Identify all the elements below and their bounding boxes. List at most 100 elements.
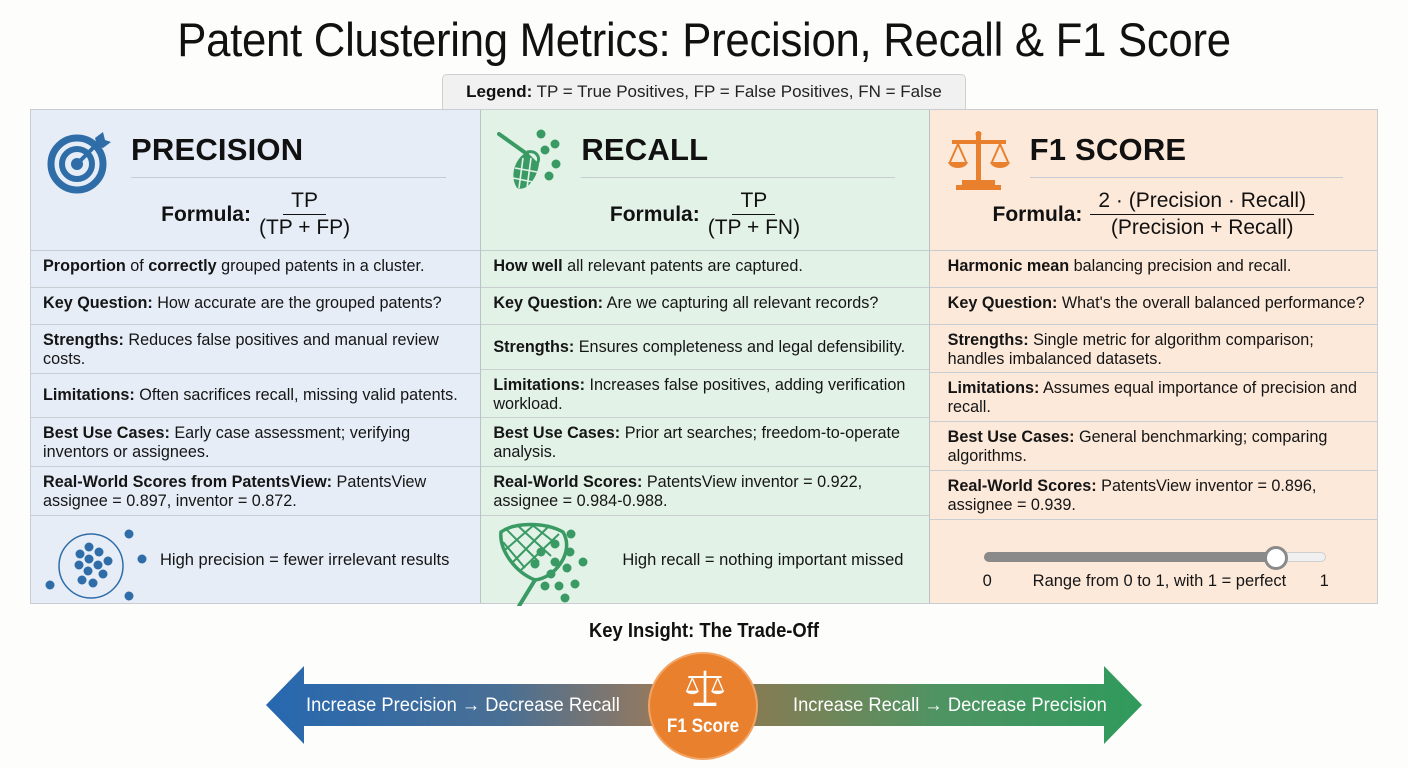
formula-label: Formula: [609, 202, 700, 226]
row-text: Prior art searches; freedom-to-operate a… [493, 424, 901, 461]
precision-header: PRECISION Formula: TP (TP + FP) [31, 110, 481, 251]
slider-fill [983, 552, 1276, 562]
row-label: Real-World Scores: [947, 477, 1097, 495]
definition-text: balancing precision and recall. [1069, 257, 1292, 275]
row-text: PatentsView inventor = 0.922, assignee =… [493, 473, 863, 510]
tradeoff-right-label: Increase Recall → Decrease Precision [793, 694, 1107, 716]
cluster-dots-icon [45, 529, 147, 601]
precision-illustration-area: High precision = fewer irrelevant result… [31, 516, 480, 603]
page-title: Patent Clustering Metrics: Precision, Re… [177, 13, 1231, 66]
row-text: Increases false positives, adding verifi… [493, 376, 906, 413]
row-text: PatentsView assignee = 0.897, inventor =… [43, 473, 427, 510]
precision-formula: Formula: TP (TP + FP) [31, 188, 480, 241]
row-label: Strengths: [493, 338, 575, 356]
strengths-row: Strengths: Reduces false positives and m… [31, 325, 481, 374]
scores-row: Real-World Scores from PatentsView: Pate… [31, 467, 481, 516]
divider [131, 177, 447, 178]
target-icon [47, 132, 111, 194]
precision-column: PRECISION Formula: TP (TP + FP) Proporti… [31, 110, 481, 603]
row-text: General benchmarking; comparing algorith… [947, 428, 1328, 465]
key-question-row: Key Question: Are we capturing all relev… [481, 288, 929, 325]
double-arrow-icon [266, 666, 1142, 744]
recall-header: RECALL Formula: TP (TP + FN) [481, 110, 929, 251]
row-text: PatentsView inventor = 0.896, assignee =… [947, 477, 1317, 514]
recall-title: RECALL [581, 132, 709, 167]
formula-fraction: TP (TP + FN) [708, 188, 800, 241]
row-label: Limitations: [493, 376, 586, 394]
metrics-table: PRECISION Formula: TP (TP + FP) Proporti… [30, 109, 1378, 606]
definition-bold: How well [493, 257, 563, 275]
formula-denominator: (TP + FN) [707, 216, 801, 239]
row-label: Real-World Scores: [493, 473, 643, 491]
formula-denominator: (TP + FP) [258, 216, 351, 239]
row-label: Strengths: [43, 331, 124, 349]
range-max-label: 1 [1319, 572, 1329, 590]
definition-bold: correctly [148, 257, 217, 275]
tradeoff-arrow: Increase Precision → Decrease Recall Inc… [266, 652, 1142, 760]
recall-illustration-area: High recall = nothing important missed [481, 516, 928, 606]
use-cases-row: Best Use Cases: Early case assessment; v… [31, 418, 481, 467]
tradeoff-left-label: Increase Precision → Decrease Recall [306, 694, 620, 716]
row-label: Best Use Cases: [493, 424, 621, 442]
row-label: Strengths: [947, 331, 1029, 349]
scores-row: Real-World Scores: PatentsView inventor … [481, 467, 929, 516]
row-text: Early case assessment; verifying invento… [43, 424, 411, 461]
strengths-row: Strengths: Ensures completeness and lega… [481, 325, 929, 370]
legend-label: Legend: [466, 82, 533, 101]
strengths-row: Strengths: Single metric for algorithm c… [929, 325, 1377, 373]
formula-fraction: 2 · (Precision · Recall) (Precision + Re… [1090, 188, 1315, 241]
row-label: Key Question: [43, 294, 153, 312]
formula-numerator: TP [732, 188, 776, 215]
f1-column: F1 SCORE Formula: 2 · (Precision · Recal… [928, 110, 1377, 603]
formula-numerator: 2 · (Precision · Recall) [1090, 188, 1315, 215]
f1-formula: Formula: 2 · (Precision · Recall) (Preci… [930, 188, 1377, 241]
recall-column: RECALL Formula: TP (TP + FN) How well al… [480, 110, 929, 606]
formula-fraction: TP (TP + FP) [259, 188, 350, 241]
formula-denominator: (Precision + Recall) [1110, 216, 1294, 239]
definition-row: How well all relevant patents are captur… [481, 251, 929, 288]
key-question-row: Key Question: What's the overall balance… [929, 288, 1377, 325]
definition-text: grouped patents in a cluster. [216, 257, 425, 275]
row-label: Limitations: [43, 386, 135, 404]
limitations-row: Limitations: Increases false positives, … [481, 370, 929, 418]
range-min-label: 0 [982, 572, 992, 590]
scores-row: Real-World Scores: PatentsView inventor … [929, 471, 1377, 520]
key-question-row: Key Question: How accurate are the group… [31, 288, 481, 325]
f1-title: F1 SCORE [1029, 132, 1187, 167]
divider [1029, 177, 1343, 178]
formula-label: Formula: [992, 202, 1083, 226]
definition-bold: Harmonic mean [947, 257, 1070, 275]
definition-text: of [125, 257, 149, 275]
f1-score-badge: F1 Score [648, 652, 758, 760]
row-text: Single metric for algorithm comparison; … [947, 331, 1314, 368]
recall-caption: High recall = nothing important missed [622, 551, 904, 569]
use-cases-row: Best Use Cases: Prior art searches; free… [481, 418, 929, 467]
recall-formula: Formula: TP (TP + FN) [481, 188, 928, 241]
scale-icon [685, 670, 725, 706]
row-label: Best Use Cases: [43, 424, 170, 442]
use-cases-row: Best Use Cases: General benchmarking; co… [929, 422, 1377, 471]
f1-range-area: 0 Range from 0 to 1, with 1 = perfect 1 [930, 520, 1377, 603]
f1-badge-label: F1 Score [666, 716, 740, 737]
row-label: Real-World Scores from PatentsView: [43, 473, 333, 491]
range-slider [983, 546, 1326, 570]
range-caption: Range from 0 to 1, with 1 = perfect [1032, 572, 1287, 590]
row-label: Best Use Cases: [947, 428, 1075, 446]
slider-thumb [1263, 546, 1288, 570]
row-text: Often sacrifices recall, missing valid p… [134, 386, 458, 404]
scale-icon [947, 131, 1010, 190]
precision-caption: High precision = fewer irrelevant result… [160, 551, 450, 569]
definition-text: all relevant patents are captured. [562, 257, 803, 275]
divider [581, 177, 895, 178]
row-text: Are we capturing all relevant records? [603, 294, 879, 312]
precision-title: PRECISION [131, 132, 304, 167]
row-text: Reduces false positives and manual revie… [43, 331, 439, 368]
definition-row: Proportion of correctly grouped patents … [31, 251, 481, 288]
insight-title: Key Insight: The Trade-Off [588, 620, 820, 642]
f1-header: F1 SCORE Formula: 2 · (Precision · Recal… [929, 110, 1377, 251]
definition-bold: Proportion [43, 257, 126, 275]
row-label: Key Question: [493, 294, 604, 312]
row-text: What's the overall balanced performance? [1057, 294, 1365, 312]
net-icon [497, 129, 561, 189]
legend-box: Legend: TP = True Positives, FP = False … [442, 74, 966, 135]
